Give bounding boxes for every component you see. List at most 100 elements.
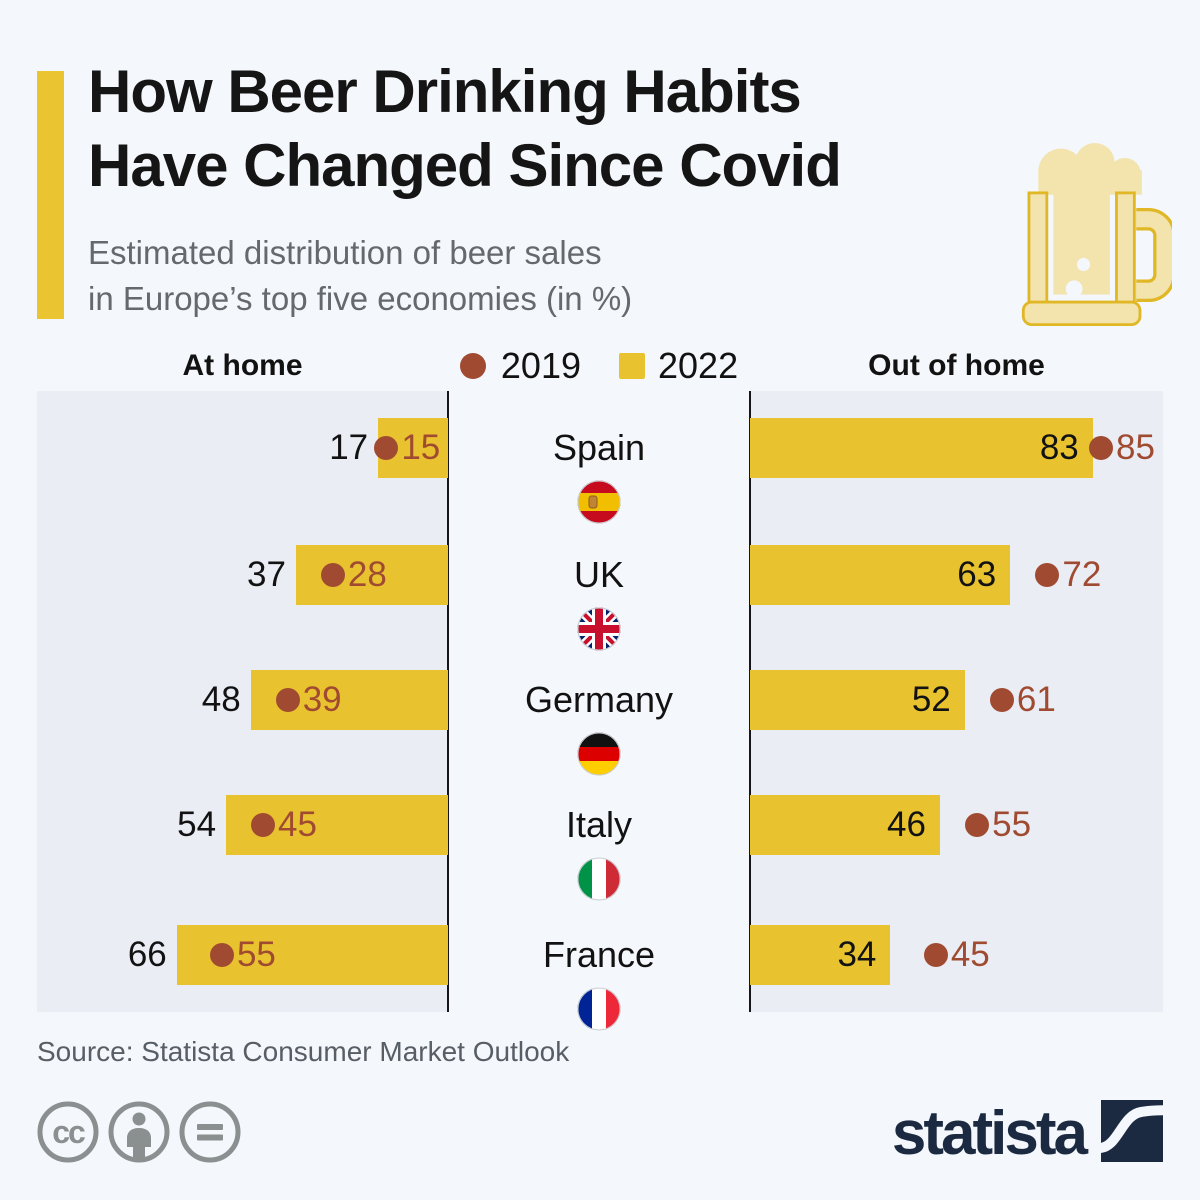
italy-flag-icon: [448, 857, 750, 901]
at-home-2019-marker: 28: [320, 545, 387, 605]
out-of-home-2022-bar: [750, 545, 1011, 605]
france-flag-icon: [448, 987, 750, 1031]
dot-2019-icon: [989, 688, 1014, 712]
out-of-home-half: 83 85: [750, 418, 1163, 542]
out-of-home-2022-bar: [750, 418, 1093, 478]
country-row-germany: 48 39 Germany 5: [37, 670, 1163, 794]
out-of-home-2019-marker: 85: [1089, 418, 1155, 478]
statista-logo-text: statista: [891, 1099, 1088, 1168]
dot-2019-icon: [251, 813, 276, 837]
at-home-2019-value: 39: [302, 680, 342, 719]
at-home-2019-marker: 15: [374, 418, 440, 478]
out-of-home-half: 63 72: [750, 545, 1163, 669]
out-of-home-2022-value: 52: [911, 680, 951, 719]
out-of-home-2022-value: 46: [887, 805, 926, 844]
country-row-france: 66 55 France 34: [37, 925, 1163, 1049]
right-axis-header-col: Out of home: [750, 342, 1163, 390]
out-of-home-2019-marker: 55: [965, 795, 1031, 855]
at-home-half: 54 45: [37, 795, 448, 919]
country-row-uk: 37 28 UK: [37, 545, 1163, 669]
out-of-home-half: 46 55: [750, 795, 1163, 919]
out-of-home-half: 52 61: [750, 670, 1163, 794]
dot-2019-icon: [374, 436, 399, 460]
at-home-half: 17 15: [37, 418, 448, 542]
left-axis-line: [447, 391, 449, 1012]
at-home-2022-value: 66: [127, 935, 167, 974]
at-home-2019-marker: 39: [275, 670, 342, 730]
license-icons: cc: [36, 1100, 242, 1169]
out-of-home-2019-value: 85: [1116, 428, 1155, 467]
at-home-2019-marker: 45: [251, 795, 317, 855]
source-text: Source: Statista Consumer Market Outlook: [37, 1036, 570, 1067]
at-home-2019-value: 15: [401, 428, 441, 467]
at-home-header: At home: [182, 349, 303, 382]
at-home-2019-marker: 55: [209, 925, 276, 985]
out-of-home-2019-marker: 72: [1035, 545, 1101, 605]
out-of-home-2022-value: 34: [837, 935, 877, 974]
country-label-group: Italy: [448, 795, 750, 901]
out-of-home-2022-value: 83: [1039, 428, 1079, 467]
left-axis-header-col: At home: [37, 342, 448, 390]
at-home-2022-value: 48: [201, 680, 241, 719]
dot-2019-icon: [275, 688, 300, 712]
at-home-2022-value: 17: [329, 428, 369, 467]
out-of-home-2022-bar: [750, 670, 965, 730]
statista-swoosh-icon: [1098, 1100, 1165, 1167]
germany-flag-icon: [448, 732, 750, 776]
title-accent-bar: [37, 71, 64, 319]
subtitle-line-2: in Europe’s top five economies (in %): [88, 280, 633, 318]
country-name: Italy: [565, 804, 633, 845]
dot-2019-icon: [209, 943, 234, 967]
legend-item-2022: 2022: [581, 345, 738, 387]
at-home-2019-value: 45: [278, 805, 317, 844]
country-name: Germany: [524, 679, 674, 720]
at-home-2019-value: 28: [347, 555, 387, 594]
statista-logo[interactable]: statista: [891, 1098, 1165, 1169]
country-row-italy: 54 45 Italy 46: [37, 795, 1163, 919]
svg-text:cc: cc: [52, 1114, 85, 1150]
out-of-home-2022-bar: [750, 795, 940, 855]
country-name: Spain: [552, 427, 646, 468]
page-subtitle: Estimated distribution of beer sales in …: [88, 230, 632, 322]
out-of-home-2019-marker: 45: [923, 925, 990, 985]
title-line-1: How Beer Drinking Habits: [88, 58, 802, 125]
dot-2019-icon: [1089, 436, 1114, 460]
legend-2019-label: 2019: [500, 345, 581, 386]
at-home-2022-value: 37: [247, 555, 286, 594]
country-label-group: Spain: [448, 418, 750, 524]
legend-2019-dot-icon: [459, 353, 486, 379]
equals-sign-icon[interactable]: [178, 1100, 242, 1169]
legend-row: At home 2019 2022 Out of home: [37, 342, 1163, 390]
at-home-half: 37 28: [37, 545, 448, 669]
out-of-home-2019-value: 55: [992, 805, 1032, 844]
country-name: France: [542, 934, 656, 975]
country-label-group: France: [448, 925, 750, 1031]
dot-2019-icon: [965, 813, 990, 837]
at-home-2019-value: 55: [236, 935, 276, 974]
country-label-group: Germany: [448, 670, 750, 776]
uk-flag-icon: [448, 607, 750, 651]
out-of-home-2019-marker: 61: [989, 670, 1056, 730]
out-of-home-2022-value: 63: [957, 555, 997, 594]
title-line-2: Have Changed Since Covid: [88, 132, 842, 200]
country-name: UK: [573, 554, 624, 595]
spain-flag-icon: [448, 480, 750, 524]
country-label-group: UK: [448, 545, 750, 651]
out-of-home-half: 34 45: [750, 925, 1163, 1049]
chart-area: 17 15 Spain 83: [37, 391, 1163, 1031]
out-of-home-2019-value: 61: [1016, 680, 1056, 719]
cc-icon[interactable]: cc: [36, 1100, 100, 1169]
dot-2019-icon: [1035, 563, 1060, 587]
dot-2019-icon: [320, 563, 345, 587]
attribution-person-icon[interactable]: [107, 1100, 171, 1169]
legend-2022-label: 2022: [658, 345, 739, 386]
beer-mug-icon: [1012, 140, 1176, 343]
out-of-home-2019-value: 45: [950, 935, 990, 974]
page-title: How Beer Drinking Habits Have Changed Si…: [88, 55, 842, 204]
series-legend: 2019 2022: [448, 342, 750, 390]
at-home-half: 66 55: [37, 925, 448, 1049]
legend-item-2019: 2019: [459, 345, 581, 387]
dot-2019-icon: [923, 943, 948, 967]
country-row-spain: 17 15 Spain 83: [37, 418, 1163, 542]
at-home-2022-value: 54: [177, 805, 217, 844]
